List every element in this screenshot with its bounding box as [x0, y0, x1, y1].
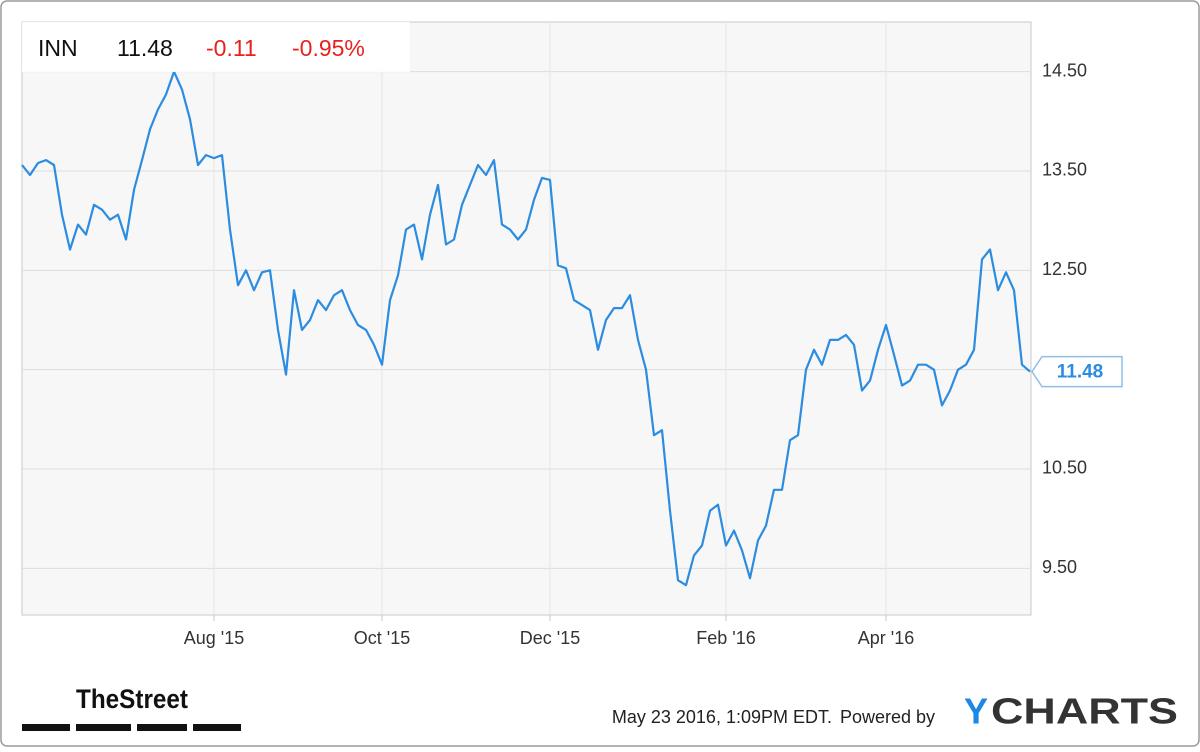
- header-box: [22, 22, 410, 72]
- logo-y: Y: [964, 691, 988, 732]
- y-tick-label: 13.50: [1042, 160, 1087, 180]
- powered-by: Powered by: [840, 707, 935, 727]
- brand-bar: [193, 724, 241, 731]
- x-tick-label: Aug '15: [184, 628, 245, 648]
- x-tick-label: Oct '15: [354, 628, 410, 648]
- change-pct: -0.95%: [292, 35, 365, 61]
- change: -0.11: [206, 35, 257, 61]
- x-tick-label: Apr '16: [858, 628, 914, 648]
- y-tick-label: 12.50: [1042, 259, 1087, 279]
- x-tick-label: Dec '15: [520, 628, 580, 648]
- ticker: INN: [38, 35, 78, 61]
- price-line: [21, 70, 1031, 587]
- price: 11.48: [117, 35, 173, 61]
- last-value-label: 11.48: [1057, 362, 1104, 383]
- y-tick-label: 14.50: [1042, 60, 1087, 80]
- plot-area: [21, 21, 1032, 616]
- y-tick-label: 9.50: [1042, 557, 1077, 577]
- brand-bar: [76, 724, 131, 731]
- last-value-flag: [1031, 355, 1123, 388]
- brand-bar: [22, 724, 70, 731]
- x-tick-label: Feb '16: [696, 628, 755, 648]
- y-tick-label: 10.50: [1042, 458, 1087, 478]
- brand: TheStreet: [76, 684, 188, 714]
- timestamp: May 23 2016, 1:09PM EDT.: [612, 707, 832, 727]
- brand-bar: [137, 724, 187, 731]
- logo-rest: CHARTS: [991, 691, 1178, 732]
